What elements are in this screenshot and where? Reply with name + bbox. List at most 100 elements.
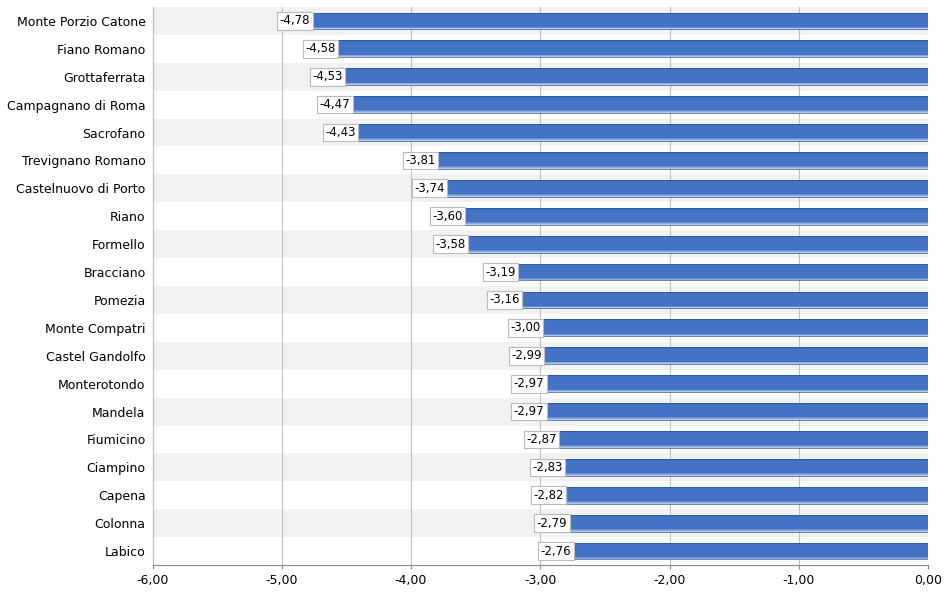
- Bar: [465, 249, 928, 250]
- Bar: [465, 238, 928, 239]
- Bar: [463, 222, 928, 223]
- Bar: [520, 302, 928, 304]
- Bar: [568, 520, 928, 521]
- Bar: [463, 210, 928, 211]
- Bar: [465, 246, 928, 247]
- Bar: [571, 557, 928, 558]
- Bar: [310, 13, 928, 14]
- Bar: [568, 515, 928, 516]
- Bar: [436, 166, 928, 167]
- Bar: [571, 546, 928, 547]
- Bar: [465, 244, 928, 245]
- Bar: [310, 25, 928, 26]
- Bar: [310, 12, 928, 29]
- Bar: [153, 481, 928, 509]
- Bar: [436, 159, 928, 160]
- Bar: [557, 434, 928, 435]
- Bar: [568, 523, 928, 524]
- Bar: [515, 267, 928, 268]
- Bar: [436, 160, 928, 161]
- Bar: [564, 491, 928, 492]
- Bar: [557, 443, 928, 444]
- Bar: [568, 530, 928, 532]
- Bar: [310, 15, 928, 16]
- Bar: [562, 469, 928, 470]
- Bar: [568, 515, 928, 532]
- Bar: [564, 498, 928, 500]
- Bar: [436, 156, 928, 157]
- Bar: [343, 74, 928, 75]
- Bar: [463, 218, 928, 219]
- Bar: [356, 139, 928, 140]
- Bar: [544, 376, 928, 377]
- Bar: [336, 46, 928, 47]
- Bar: [465, 250, 928, 251]
- Bar: [356, 140, 928, 141]
- Bar: [557, 441, 928, 442]
- Text: -2,82: -2,82: [533, 489, 564, 502]
- Bar: [310, 14, 928, 15]
- Bar: [343, 73, 928, 74]
- Bar: [465, 245, 928, 246]
- Bar: [562, 468, 928, 469]
- Bar: [564, 492, 928, 493]
- Bar: [436, 161, 928, 162]
- Bar: [350, 111, 928, 112]
- Bar: [571, 543, 928, 544]
- Bar: [336, 49, 928, 50]
- Bar: [515, 274, 928, 276]
- Bar: [542, 360, 928, 361]
- Bar: [336, 43, 928, 44]
- Bar: [153, 342, 928, 369]
- Bar: [544, 381, 928, 382]
- Bar: [350, 106, 928, 107]
- Bar: [350, 105, 928, 106]
- Bar: [520, 296, 928, 298]
- Bar: [463, 221, 928, 222]
- Bar: [564, 487, 928, 488]
- Bar: [356, 127, 928, 128]
- Bar: [310, 26, 928, 27]
- Bar: [571, 544, 928, 545]
- Bar: [544, 418, 928, 419]
- Bar: [562, 474, 928, 475]
- Bar: [336, 44, 928, 45]
- Bar: [544, 375, 928, 392]
- Bar: [557, 433, 928, 434]
- Bar: [544, 384, 928, 386]
- Bar: [463, 220, 928, 221]
- Bar: [350, 103, 928, 104]
- Bar: [436, 168, 928, 169]
- Bar: [343, 69, 928, 70]
- Bar: [562, 470, 928, 472]
- Bar: [557, 444, 928, 446]
- Bar: [562, 473, 928, 474]
- Bar: [350, 100, 928, 101]
- Bar: [445, 195, 928, 196]
- Bar: [445, 194, 928, 195]
- Text: -2,97: -2,97: [513, 405, 544, 418]
- Bar: [350, 108, 928, 109]
- Bar: [568, 526, 928, 527]
- Bar: [436, 165, 928, 166]
- Bar: [562, 466, 928, 467]
- Bar: [568, 518, 928, 519]
- Bar: [571, 545, 928, 546]
- Bar: [564, 496, 928, 497]
- Bar: [515, 271, 928, 272]
- Bar: [544, 382, 928, 383]
- Bar: [515, 279, 928, 280]
- Bar: [515, 276, 928, 277]
- Bar: [515, 270, 928, 271]
- Bar: [571, 551, 928, 552]
- Bar: [557, 446, 928, 447]
- Bar: [463, 213, 928, 214]
- Bar: [544, 390, 928, 391]
- Bar: [310, 17, 928, 18]
- Bar: [153, 147, 928, 175]
- Bar: [542, 355, 928, 356]
- Bar: [310, 23, 928, 24]
- Bar: [350, 98, 928, 99]
- Bar: [343, 68, 928, 69]
- Bar: [564, 494, 928, 495]
